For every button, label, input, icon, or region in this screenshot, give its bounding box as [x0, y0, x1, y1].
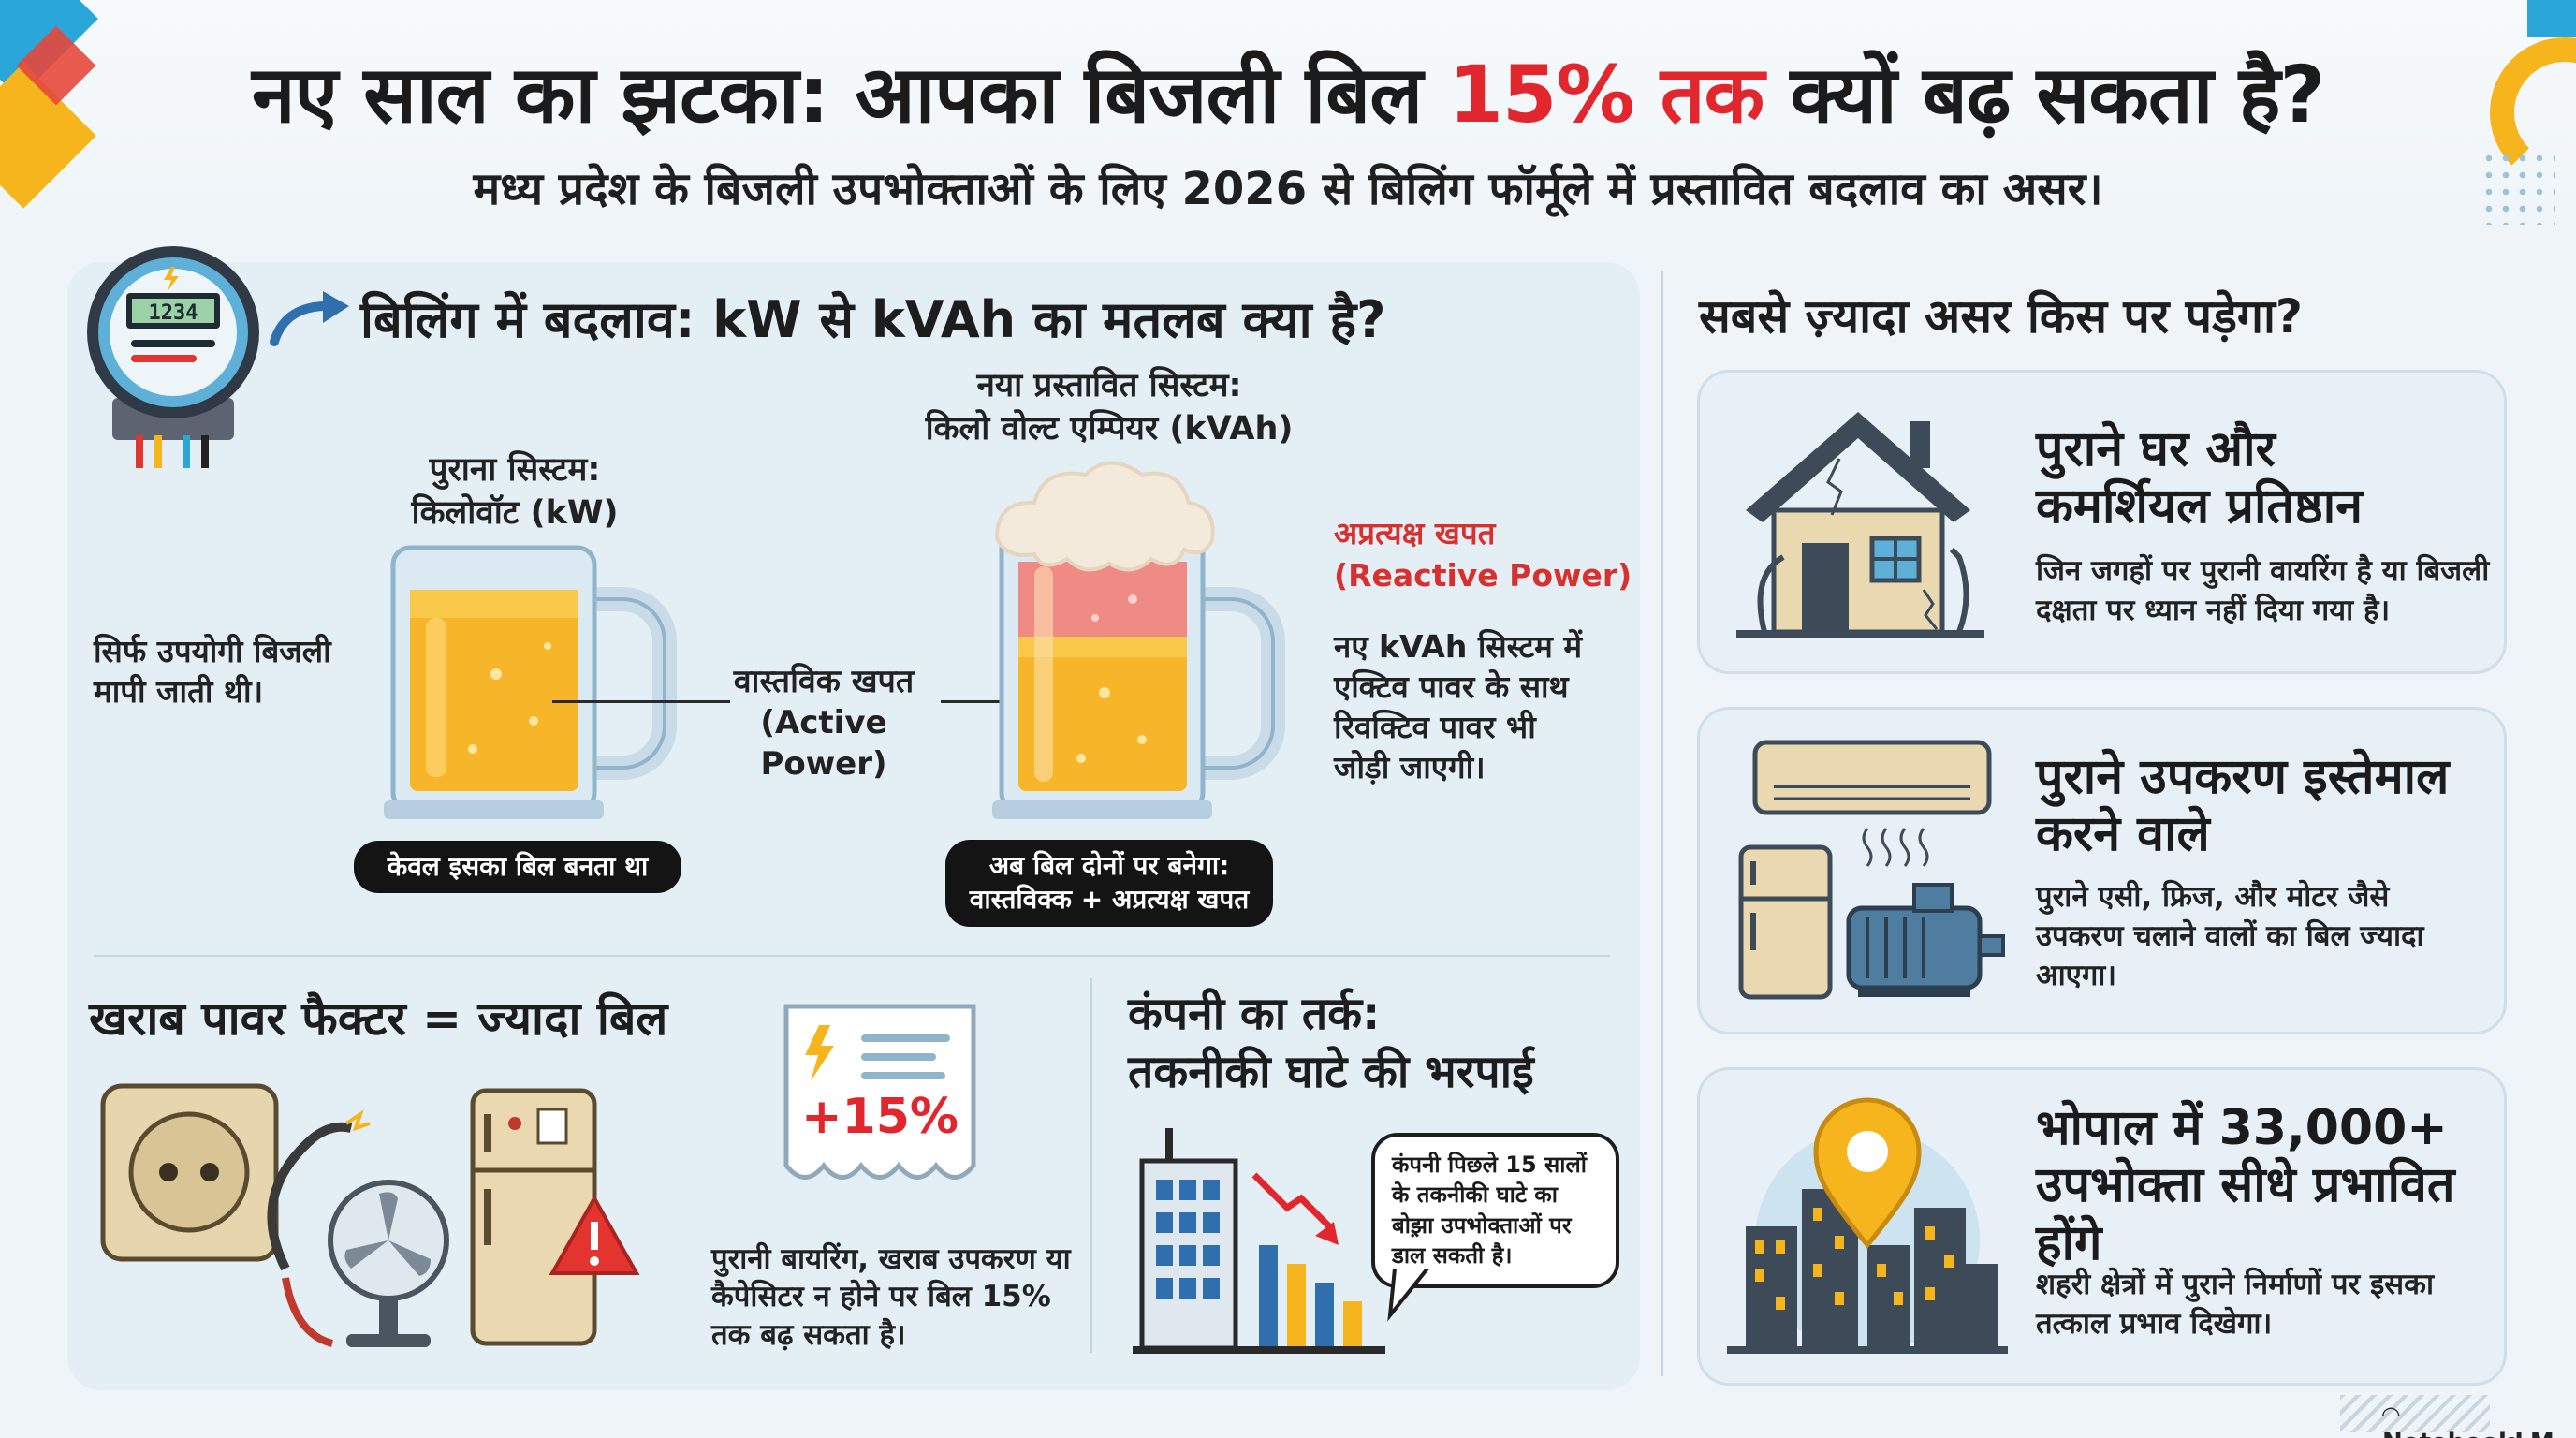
page-title: नए साल का झटका: आपका बिजली बिल 15% तक क्… [0, 37, 2576, 145]
company-title-line1: कंपनी का तर्क: [1128, 988, 1381, 1040]
billing-section-title: बिलिंग में बदलाव: kW से kVAh का मतलब क्य… [360, 290, 1386, 349]
new-system-note: नए kVAh सिस्टम में एक्टिव पावर के साथ रि… [1334, 628, 1583, 785]
card-title-line: पुराने उपकरण इस्तेमाल [2036, 749, 2450, 805]
old-system-unit: किलोवॉट (kW) [411, 493, 619, 532]
meter-display: 1234 [149, 301, 198, 325]
decor-stripes [2340, 1395, 2490, 1432]
logo-icon: ◠ [2382, 1401, 2400, 1428]
new-system-unit: किलो वोल्ट एम्पियर (kVAh) [925, 409, 1294, 448]
power-factor-title: खराब पावर फैक्टर = ज्यादा बिल [89, 991, 668, 1046]
title-highlight: 15% तक [1448, 49, 1764, 140]
card-old-appliances-title: पुराने उपकरण इस्तेमाल करने वाले [2036, 749, 2485, 864]
company-speech-bubble: कंपनी पिछले 15 सालों के तकनीकी घाटे का ब… [1371, 1133, 1619, 1288]
bill-document-icon: +15% [783, 1004, 976, 1180]
beer-mug-old-icon [384, 545, 677, 819]
title-text: नए साल का झटका: आपका बिजली बिल [251, 49, 1449, 140]
active-power-english: (Active Power) [760, 704, 887, 784]
card-old-homes-title: पुराने घर और कमर्शियल प्रतिष्ठान [2036, 421, 2485, 536]
building-chart-icon [1133, 1128, 1385, 1354]
beer-mug-new-icon [992, 461, 1285, 819]
active-power-label: वास्तविक खपत (Active Power) [702, 661, 945, 785]
card-old-appliances-text: पुराने एसी, फ्रिज, और मोटर जैसे उपकरण चल… [2036, 880, 2424, 992]
logo-text: NotebookLM [2382, 1429, 2554, 1438]
faulty-appliances-illustration [100, 1083, 640, 1347]
decor-dots [2481, 150, 2555, 225]
column-divider [1661, 271, 1663, 1376]
old-system-label: पुराना सिस्टम: किलोवॉट (kW) [374, 449, 655, 535]
card-title-line: कमर्शियल प्रतिष्ठान [2036, 478, 2364, 536]
notebooklm-logo: ◠ NotebookLM [2382, 1401, 2576, 1438]
impact-title: सबसे ज़्यादा असर किस पर पड़ेगा? [1699, 289, 2303, 344]
old-system-note: सिर्फ उपयोगी बिजली मापी जाती थी। [94, 633, 331, 710]
reactive-power-english: (Reactive Power) [1334, 556, 1632, 594]
card-title-line: पुराने घर और [2036, 421, 2276, 477]
power-factor-text: पुरानी बायरिंग, खराब उपकरण या कैपेसिटर न… [711, 1242, 1071, 1352]
section-divider [94, 955, 1610, 957]
old-bill-pill: केवल इसका बिल बनता था [354, 841, 681, 894]
new-bill-pill-line1: अब बिल दोनों पर बनेगा: [988, 850, 1230, 881]
reactive-power-title: अप्रत्यक्ष खपत [1334, 515, 1496, 551]
old-house-icon [1736, 412, 1984, 638]
new-system-label: नया प्रस्तावित सिस्टम: किलो वोल्ट एम्पिय… [899, 365, 1320, 450]
bill-increase-value: +15% [801, 1089, 959, 1145]
page-subtitle: मध्य प्रदेश के बिजली उपभोक्ताओं के लिए 2… [473, 163, 2103, 215]
card-title-line: भोपाल में 33,000+ [2036, 1100, 2448, 1156]
title-text-end: क्यों बढ़ सकता है? [1764, 49, 2325, 140]
company-title-line2: तकनीकी घाटे की भरपाई [1128, 1046, 1534, 1099]
card-title-line: होंगे [2036, 1214, 2102, 1271]
speech-tail [1387, 1269, 1429, 1322]
reactive-power-label: अप्रत्यक्ष खपत (Reactive Power) [1334, 513, 1633, 596]
card-title-line: करने वाले [2036, 806, 2210, 863]
arrow-icon [270, 291, 349, 346]
new-bill-pill-line2: वास्तविक्क + अप्रत्यक्ष खपत [969, 884, 1250, 916]
card-bhopal-title: भोपाल में 33,000+ उपभोक्ता सीधे प्रभावित… [2036, 1100, 2485, 1272]
new-system-title: नया प्रस्तावित सिस्टम: [976, 367, 1242, 404]
connector-line [552, 700, 730, 703]
old-appliances-icon [1738, 740, 2005, 1000]
section-divider-vertical [1090, 978, 1092, 1353]
card-bhopal-text: शहरी क्षेत्रों में पुराने निर्माणों पर इ… [2036, 1268, 2434, 1341]
old-system-title: पुराना सिस्टम: [429, 451, 601, 489]
header-background [0, 0, 2576, 248]
electric-meter-icon: 1234 [87, 246, 259, 468]
new-bill-pill: अब बिल दोनों पर बनेगा: वास्तविक्क + अप्र… [945, 840, 1273, 927]
card-old-homes-text: जिन जगहों पर पुरानी वायरिंग है या बिजली … [2036, 554, 2490, 627]
card-title-line: उपभोक्ता सीधे प्रभावित [2036, 1157, 2455, 1214]
city-location-icon [1727, 1097, 2008, 1354]
company-title: कंपनी का तर्क: तकनीकी घाटे की भरपाई [1128, 985, 1534, 1102]
decor-shape [2527, 0, 2576, 37]
active-power-title: वास्तविक खपत [733, 663, 915, 700]
